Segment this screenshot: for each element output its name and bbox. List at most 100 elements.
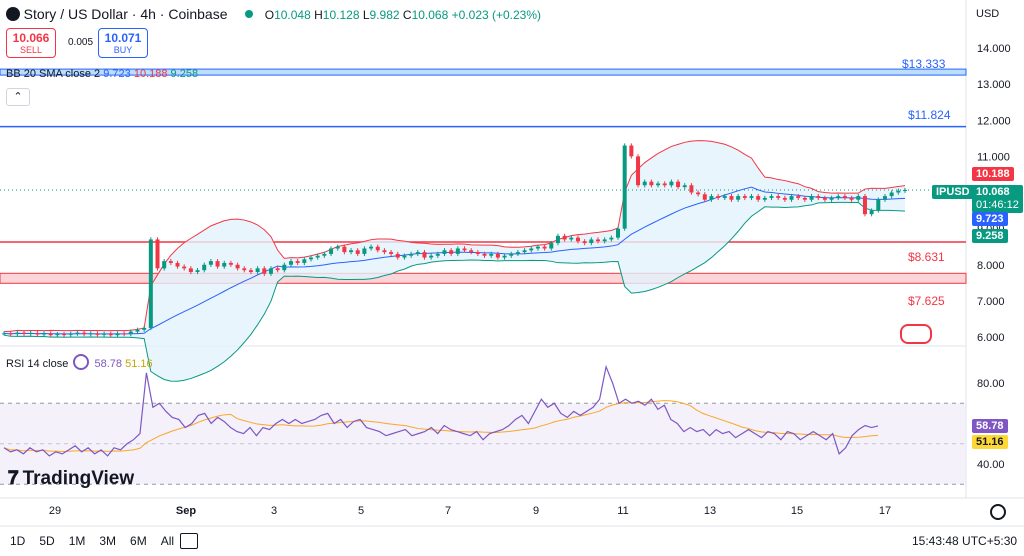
time-axis-tick: 15 — [791, 505, 803, 517]
tradingview-logo: 𝟕 TradingView — [8, 468, 135, 489]
level-line-13333 — [0, 68, 967, 76]
candle — [309, 257, 314, 260]
candle — [422, 252, 427, 258]
candle — [816, 196, 821, 198]
ohlc-readout: O10.048 H10.128 L9.982 C10.068 +0.023 (+… — [264, 8, 542, 22]
bb-basis-line — [3, 186, 906, 335]
symbol-title: Story / US Dollar · 4h · Coinbase — [23, 6, 228, 22]
collapse-indicators-button[interactable]: ⌃ — [6, 88, 30, 106]
candle — [642, 181, 647, 186]
market-status-icon — [245, 10, 254, 18]
candle — [836, 196, 841, 198]
candle — [682, 185, 687, 188]
candle — [222, 262, 227, 267]
candle — [342, 246, 347, 253]
candle — [195, 270, 200, 272]
candle — [242, 268, 247, 271]
candle — [662, 183, 667, 186]
buy-button[interactable]: 10.071 BUY — [98, 28, 148, 58]
candle — [262, 268, 267, 274]
candle — [889, 192, 894, 197]
candle — [322, 253, 327, 256]
candle — [849, 197, 854, 200]
candle — [782, 197, 787, 200]
candle — [622, 145, 627, 229]
candle — [489, 253, 494, 256]
candle — [349, 250, 354, 253]
candle — [589, 239, 594, 244]
level-zone-7625 — [0, 272, 967, 284]
candle — [1, 333, 7, 335]
candle — [329, 248, 334, 254]
rsi-line — [3, 364, 879, 457]
candle — [122, 333, 127, 335]
rsi-legend[interactable]: RSI 14 close 58.78 51.16 — [6, 354, 153, 370]
candle — [829, 197, 834, 200]
candle — [315, 255, 320, 258]
chart-header: Story / US Dollar · 4h · Coinbase O10.04… — [6, 6, 541, 22]
sell-button[interactable]: 10.066 SELL — [6, 28, 56, 58]
timeframe-button-all[interactable]: All — [160, 534, 175, 548]
time-axis-tick: Sep — [176, 505, 196, 517]
tradingview-logo-icon: 𝟕 — [8, 468, 19, 489]
price-axis-tick: 7.000 — [977, 296, 1005, 308]
candle — [175, 262, 180, 267]
candle — [288, 261, 293, 265]
candle — [842, 196, 847, 198]
timeframe-button-5d[interactable]: 5D — [39, 534, 55, 548]
candle — [395, 253, 400, 258]
bb-lower-line — [3, 201, 906, 382]
candle — [88, 333, 93, 335]
candle — [22, 332, 27, 334]
price-axis-tick: 12.000 — [977, 115, 1011, 127]
level-label-2: $11.824 — [908, 108, 951, 122]
candle — [68, 333, 73, 335]
chevron-up-icon: ⌃ — [13, 91, 23, 103]
symbol-logo-icon — [6, 7, 20, 21]
level-label-3: $8.631 — [908, 250, 945, 264]
chart-settings-gear-icon[interactable] — [990, 504, 1006, 520]
timeframe-button-6m[interactable]: 6M — [130, 534, 147, 548]
candle — [689, 185, 694, 193]
candle — [509, 253, 514, 256]
candle — [629, 145, 634, 157]
candle — [649, 181, 654, 186]
candle — [856, 196, 861, 200]
clock-display[interactable]: 15:43:48 UTC+5:30 — [912, 534, 1018, 548]
rsi-axis-tick: 80.00 — [977, 378, 1005, 390]
price-axis-tick: 6.000 — [977, 332, 1005, 344]
time-axis-tick: 29 — [49, 505, 61, 517]
timeframe-button-3m[interactable]: 3M — [99, 534, 117, 548]
economic-event-icon[interactable] — [900, 324, 932, 344]
candle — [402, 255, 407, 258]
candle — [449, 250, 454, 254]
rsi-settings-icon[interactable] — [73, 354, 90, 370]
candle — [108, 333, 113, 336]
candle — [155, 239, 160, 269]
candle — [862, 196, 867, 215]
candle — [75, 332, 80, 334]
candle — [636, 156, 641, 186]
candle — [749, 196, 754, 198]
candle — [415, 252, 420, 254]
timeframe-button-1d[interactable]: 1D — [10, 534, 26, 548]
date-range-calendar-icon[interactable] — [180, 533, 198, 549]
timeframe-bar: 1D 5D 1M 3M 6M All — [10, 534, 188, 548]
candle — [142, 327, 147, 330]
candle — [756, 196, 761, 200]
candle — [769, 196, 774, 198]
candle — [802, 197, 807, 200]
price-axis-tick: 14.000 — [977, 43, 1011, 55]
candle — [809, 196, 814, 200]
candle — [409, 253, 414, 256]
candle — [95, 333, 100, 335]
time-axis-tick: 9 — [533, 505, 539, 517]
time-axis-tick: 11 — [617, 505, 628, 517]
timeframe-button-1m[interactable]: 1M — [68, 534, 86, 548]
currency-selector[interactable]: USD — [976, 8, 1000, 20]
time-axis-tick: 13 — [704, 505, 716, 517]
bb-legend[interactable]: BB 20 SMA close 2 9.723 10.188 9.258 — [6, 68, 199, 80]
candle — [295, 261, 300, 263]
candle — [542, 246, 547, 249]
